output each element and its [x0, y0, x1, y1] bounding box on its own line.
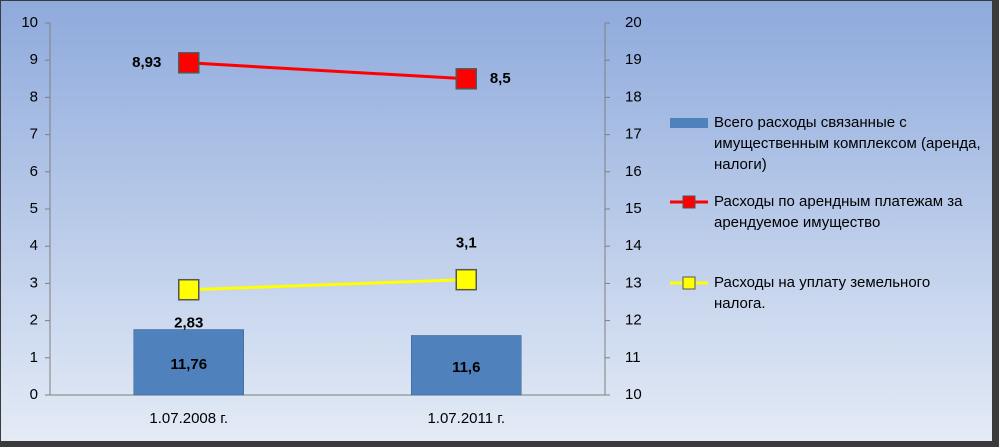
- y2-tick-label: 12: [625, 312, 642, 329]
- legend-marker: [682, 276, 696, 290]
- line-series: [188, 278, 467, 292]
- line-series: [188, 61, 467, 81]
- y-tick-label: 0: [30, 386, 38, 403]
- line-marker: [178, 52, 200, 74]
- line-value-label: 8,93: [132, 54, 161, 71]
- y2-tick-label: 17: [625, 126, 642, 143]
- y2-tick-label: 15: [625, 200, 642, 217]
- bar: [411, 335, 522, 396]
- line-marker: [455, 268, 477, 291]
- legend-entry: Расходы на уплату земельного налога.: [714, 274, 931, 312]
- y2-tick-label: 11: [625, 349, 641, 366]
- line-value-label: 2,83: [174, 315, 203, 332]
- y-tick-label: 9: [30, 51, 38, 68]
- line-marker: [178, 278, 200, 301]
- x-tick-label: 1.07.2008 г.: [149, 410, 228, 427]
- y2-tick-label: 18: [625, 88, 642, 105]
- y-tick-label: 8: [30, 88, 38, 105]
- y-tick-label: 2: [30, 312, 38, 329]
- y-tick-label: 1: [30, 349, 38, 366]
- line-marker: [455, 68, 477, 90]
- y-tick-label: 5: [30, 200, 38, 217]
- y-tick-label: 7: [30, 126, 38, 143]
- y-tick-label: 10: [21, 14, 38, 31]
- y-tick-label: 4: [30, 237, 38, 254]
- y2-tick-label: 16: [625, 163, 642, 180]
- bar: [133, 329, 244, 396]
- legend-marker: [682, 195, 696, 209]
- line-value-label: 3,1: [456, 235, 477, 252]
- y-tick-label: 3: [30, 274, 38, 291]
- y2-tick-label: 10: [625, 386, 642, 403]
- bar-value-label: 11,76: [170, 356, 207, 373]
- legend-entry: Расходы по арендным платежам за арендуем…: [714, 193, 963, 231]
- legend-swatch: [670, 118, 708, 128]
- bar-value-label: 11,6: [452, 359, 480, 376]
- y2-tick-label: 13: [625, 274, 642, 291]
- legend-entry: Всего расходы связанные с имущественным …: [714, 114, 981, 173]
- y-tick-label: 6: [30, 163, 38, 180]
- x-tick-label: 1.07.2011 г.: [427, 410, 505, 427]
- y2-tick-label: 20: [625, 14, 642, 31]
- y2-tick-label: 19: [625, 51, 642, 68]
- line-value-label: 8,5: [490, 70, 511, 87]
- y2-tick-label: 14: [625, 237, 642, 254]
